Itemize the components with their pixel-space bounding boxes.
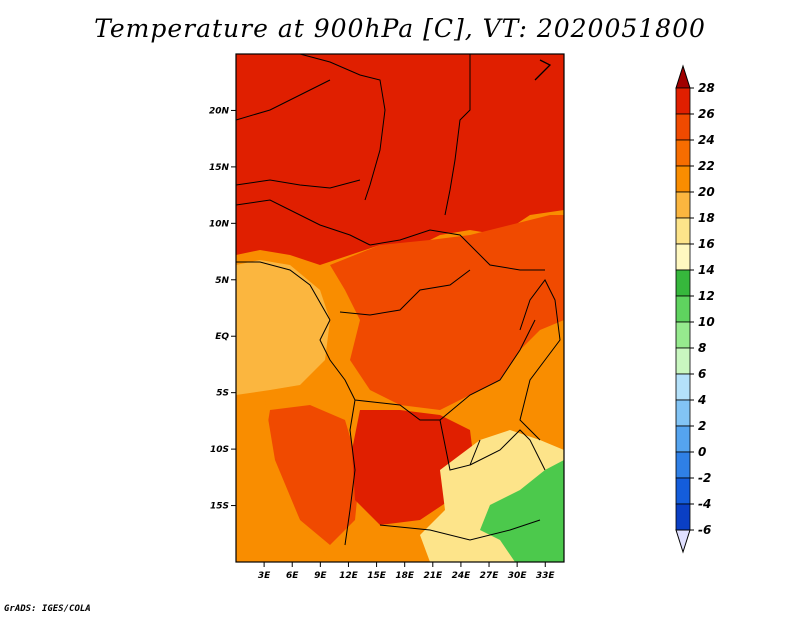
border-line-3 bbox=[236, 179, 361, 189]
y-tick-label: 15S bbox=[210, 502, 229, 512]
border-line-11 bbox=[519, 279, 561, 441]
y-tick-label: 5N bbox=[215, 276, 229, 286]
x-tick-label: 12E bbox=[339, 571, 359, 581]
x-tick-label: 15E bbox=[367, 571, 387, 581]
map-region-central-orange-red bbox=[330, 215, 564, 410]
colorbar-box-12 bbox=[675, 399, 691, 427]
colorbar-box-13 bbox=[675, 425, 691, 453]
colorbar-box-4 bbox=[675, 191, 691, 219]
map-region-north-red bbox=[236, 54, 564, 265]
x-tick-label: 21E bbox=[423, 571, 443, 581]
y-tick-label: 20N bbox=[209, 106, 230, 116]
colorbar-box-11 bbox=[675, 373, 691, 401]
border-line-8 bbox=[319, 319, 481, 471]
colorbar-label: 24 bbox=[698, 133, 715, 147]
border-line-13 bbox=[439, 319, 536, 421]
colorbar-label: 18 bbox=[698, 211, 715, 225]
border-line-2 bbox=[236, 79, 331, 121]
map-region-southwest-orange bbox=[236, 400, 330, 562]
map-region-southwest-orange-red bbox=[265, 405, 360, 545]
country-borders bbox=[236, 54, 561, 546]
colorbar-label: 12 bbox=[698, 289, 715, 303]
colorbar-label: 4 bbox=[697, 393, 706, 407]
colorbar-label: -6 bbox=[698, 523, 711, 537]
map-region-west-light-orange bbox=[236, 260, 330, 395]
colorbar-label: -2 bbox=[698, 471, 711, 485]
map-frame bbox=[235, 53, 565, 563]
colorbar-label: 2 bbox=[698, 419, 706, 433]
footer-credit: GrADS: IGES/COLA bbox=[4, 604, 91, 614]
map-region-southeast-green bbox=[480, 460, 564, 562]
colorbar-box-6 bbox=[675, 243, 691, 271]
temperature-map bbox=[236, 54, 564, 562]
colorbar-box-8 bbox=[675, 295, 691, 323]
colorbar-box-16 bbox=[675, 503, 691, 531]
border-line-4 bbox=[236, 199, 371, 246]
y-tick-label: EQ bbox=[215, 332, 229, 342]
colorbar-label: 20 bbox=[698, 185, 715, 199]
colorbar-box-2 bbox=[675, 139, 691, 167]
colorbar-label: 28 bbox=[698, 81, 715, 95]
colorbar-label: 0 bbox=[698, 445, 706, 459]
colorbar-label: 16 bbox=[698, 237, 715, 251]
colorbar-box-5 bbox=[675, 217, 691, 245]
colorbar-label: 8 bbox=[698, 341, 706, 355]
y-axis: 20N 15N 10N 5N EQ 5S 10S 15S bbox=[209, 106, 236, 512]
colorbar-box-9 bbox=[675, 321, 691, 349]
y-tick-label: 15N bbox=[209, 163, 230, 173]
border-line-10 bbox=[379, 519, 541, 541]
x-tick-label: 30E bbox=[508, 571, 528, 581]
colorbar-box-7 bbox=[675, 269, 691, 297]
border-line-6 bbox=[339, 269, 471, 316]
x-tick-label: 6E bbox=[286, 571, 299, 581]
colorbar-label: 26 bbox=[698, 107, 715, 121]
border-line-7 bbox=[236, 261, 331, 321]
colorbar-box-0 bbox=[675, 87, 691, 115]
border-line-12 bbox=[469, 429, 546, 471]
chart-title: Temperature at 900hPa [C], VT: 202005180… bbox=[94, 14, 706, 43]
x-tick-label: 24E bbox=[452, 571, 472, 581]
border-line-5 bbox=[369, 229, 545, 271]
x-tick-label: 9E bbox=[314, 571, 327, 581]
colorbar-box-14 bbox=[675, 451, 691, 479]
colorbar-label: 14 bbox=[698, 263, 715, 277]
colorbar-box-10 bbox=[675, 347, 691, 375]
y-tick-label: 10S bbox=[210, 445, 229, 455]
x-tick-label: 33E bbox=[536, 571, 556, 581]
colorbar-label: 22 bbox=[698, 159, 715, 173]
coastline-red-sea bbox=[534, 59, 552, 81]
colorbar-box-15 bbox=[675, 477, 691, 505]
border-line-0 bbox=[299, 54, 386, 201]
x-tick-label: 27E bbox=[480, 571, 500, 581]
y-tick-label: 10N bbox=[209, 219, 230, 229]
colorbar-box-3 bbox=[675, 165, 691, 193]
border-line-9 bbox=[344, 399, 356, 546]
colorbar-bottom-arrow bbox=[675, 529, 691, 554]
y-tick-label: 5S bbox=[216, 389, 229, 399]
x-axis: 3E 6E 9E 12E 15E 18E 21E 24E 27E 30E 33E bbox=[258, 562, 556, 581]
x-tick-label: 18E bbox=[395, 571, 415, 581]
colorbar-box-1 bbox=[675, 113, 691, 141]
border-line-1 bbox=[444, 54, 471, 216]
colorbar-label: -4 bbox=[698, 497, 711, 511]
colorbar-label: 10 bbox=[698, 315, 715, 329]
colorbar-top-arrow bbox=[675, 64, 691, 89]
colorbar-label: 6 bbox=[698, 367, 706, 381]
x-tick-label: 3E bbox=[258, 571, 271, 581]
